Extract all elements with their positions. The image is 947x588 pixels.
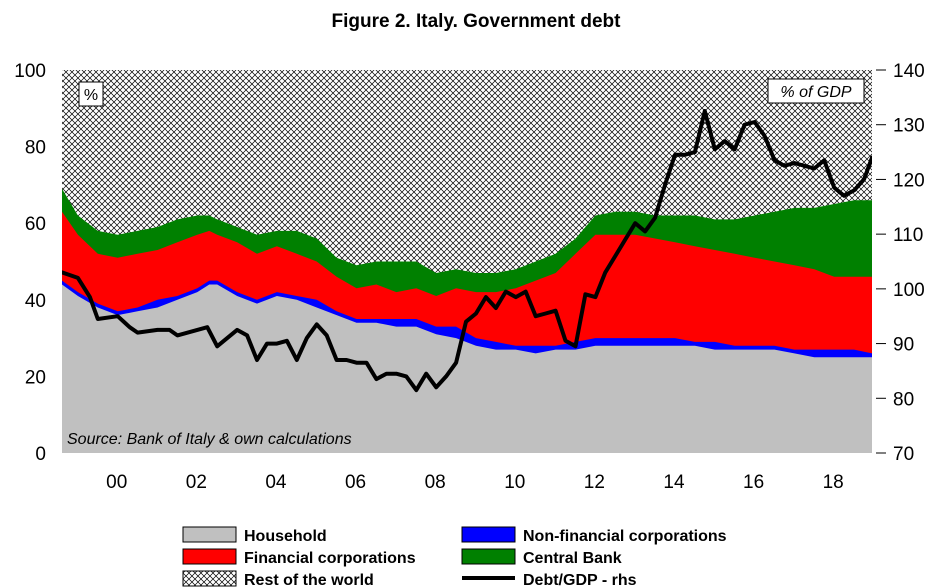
legend-label-debt-gdp: Debt/GDP - rhs (523, 572, 637, 588)
right-tick-label: 110 (893, 225, 923, 246)
legend-swatch-financial-corporations (182, 548, 237, 565)
right-tick-label: 130 (893, 116, 925, 137)
legend-item-debt-gdp: Debt/GDP - rhs (462, 572, 637, 588)
right-tick-label: 80 (893, 389, 914, 410)
left-unit-label: % (84, 87, 98, 104)
legend-swatch-rest-of-the-world (182, 570, 237, 587)
right-unit-label: % of GDP (780, 84, 851, 101)
right-tick-label: 70 (893, 444, 914, 465)
x-tick-label: 04 (265, 472, 287, 493)
right-unit-box: % of GDP (767, 78, 865, 104)
right-tick-label: 100 (893, 280, 925, 301)
x-tick-label: 18 (823, 472, 844, 493)
legend-label-central-bank: Central Bank (523, 550, 622, 567)
debt-gdp-line-layer (62, 109, 872, 393)
legend-label-non-financial-corporations: Non-financial corporations (523, 528, 727, 545)
x-tick-label: 16 (743, 472, 764, 493)
left-tick-label: 100 (14, 61, 46, 82)
left-unit-box: % (78, 81, 104, 107)
legend-item-financial-corporations: Financial corporations (182, 548, 416, 567)
x-tick-label: 06 (345, 472, 366, 493)
x-axis: 00 02 04 06 08 10 12 14 16 18 (106, 472, 844, 493)
x-tick-label: 02 (186, 472, 207, 493)
legend-label-rest-of-the-world: Rest of the world (244, 572, 374, 588)
area-household (62, 284, 872, 453)
source-note: Source: Bank of Italy & own calculations (67, 431, 352, 448)
debt-gdp-line (62, 109, 872, 393)
x-tick-label: 08 (425, 472, 446, 493)
x-tick-label: 00 (106, 472, 127, 493)
chart-title: Figure 2. Italy. Government debt (332, 11, 622, 32)
legend-label-financial-corporations: Financial corporations (244, 550, 416, 567)
left-tick-label: 0 (35, 444, 46, 465)
right-tick-label: 90 (893, 335, 914, 356)
legend-label-household: Household (244, 528, 327, 545)
left-tick-label: 80 (25, 138, 46, 159)
left-tick-label: 60 (25, 214, 46, 235)
x-tick-label: 14 (663, 472, 685, 493)
left-tick-label: 20 (25, 367, 46, 388)
left-tick-label: 40 (25, 291, 46, 312)
legend-item-central-bank: Central Bank (461, 548, 622, 567)
legend-item-rest-of-the-world: Rest of the world (182, 570, 374, 588)
x-tick-label: 10 (504, 472, 525, 493)
left-axis: 0 20 40 60 80 100 (14, 61, 46, 465)
legend-swatch-central-bank (461, 548, 516, 565)
legend-swatch-non-financial-corporations (461, 526, 516, 543)
right-axis: 70 80 90 100 110 120 130 140 (876, 61, 925, 465)
right-tick-label: 120 (893, 170, 925, 191)
legend-item-non-financial-corporations: Non-financial corporations (461, 526, 727, 545)
legend-item-household: Household (182, 526, 327, 545)
stacked-areas (62, 70, 872, 453)
right-tick-label: 140 (893, 61, 925, 82)
legend: Household Financial corporations Rest of… (182, 526, 727, 588)
x-tick-label: 12 (584, 472, 605, 493)
legend-swatch-household (182, 526, 237, 543)
